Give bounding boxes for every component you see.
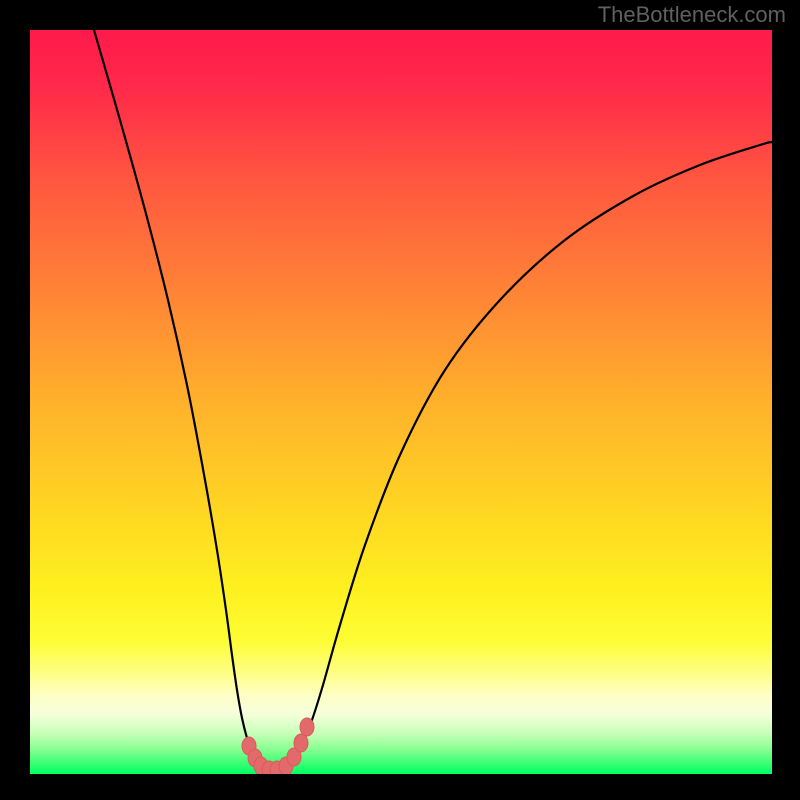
plot-area <box>30 30 772 774</box>
chart-frame <box>0 0 800 800</box>
bottleneck-curve <box>94 30 772 770</box>
watermark-text: TheBottleneck.com <box>598 2 786 28</box>
curve-markers <box>242 718 314 774</box>
curve-layer <box>30 30 772 774</box>
curve-marker <box>300 718 314 736</box>
curve-marker <box>294 734 308 752</box>
